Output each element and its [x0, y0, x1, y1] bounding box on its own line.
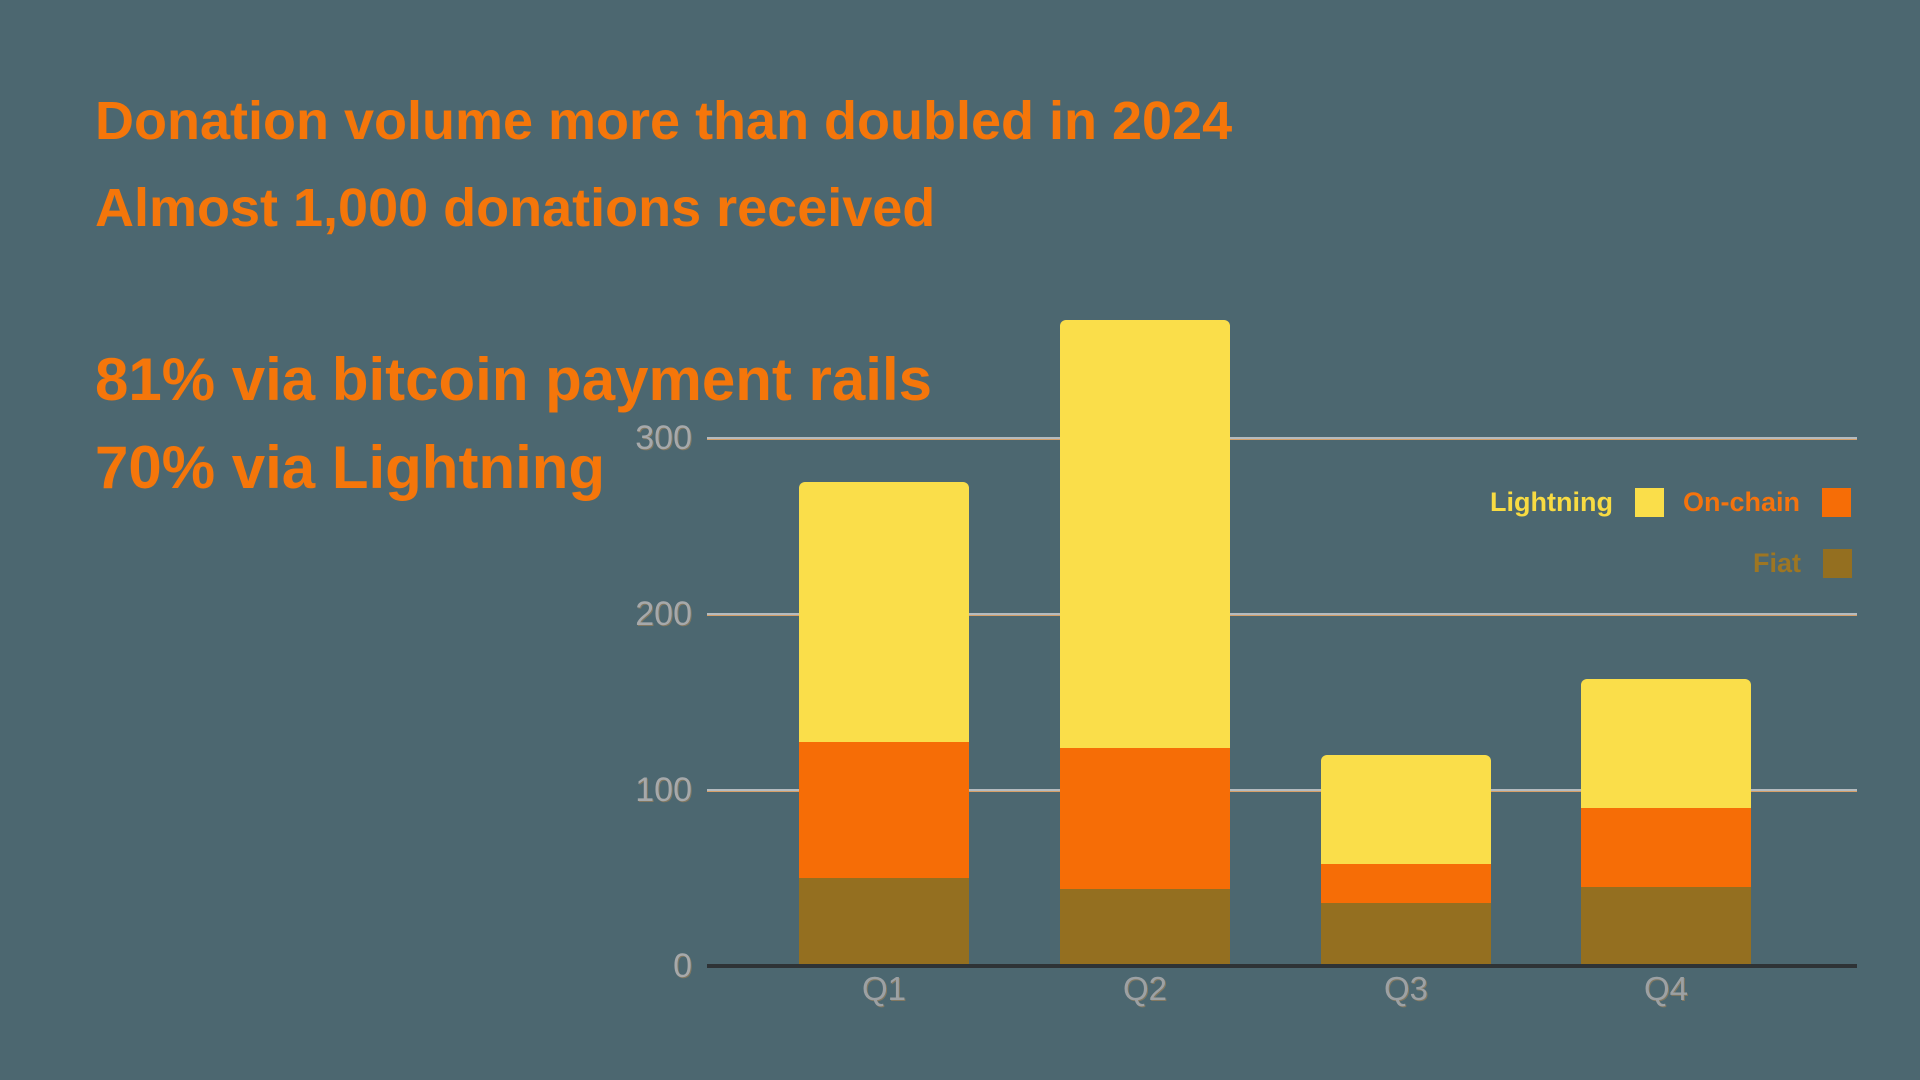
bar-q3-segment-lightning	[1321, 754, 1491, 864]
bar-q1	[799, 482, 969, 966]
bar-q1-segment-onchain	[799, 742, 969, 878]
bar-q2-segment-fiat	[1060, 888, 1230, 966]
bar-q4-segment-onchain	[1581, 807, 1751, 887]
legend-swatch-onchain	[1822, 488, 1851, 517]
gridline-300	[707, 436, 1857, 440]
y-tick-label-100: 100	[635, 771, 692, 809]
bar-q1-segment-fiat	[799, 878, 969, 966]
bar-q2-segment-lightning	[1060, 320, 1230, 748]
bar-q4-segment-fiat	[1581, 886, 1751, 966]
gridline-100	[707, 788, 1857, 792]
legend-item-lightning: Lightning	[1490, 488, 1664, 517]
y-tick-label-200: 200	[635, 595, 692, 633]
x-label-q3: Q3	[1383, 970, 1429, 1007]
y-tick-label-300: 300	[635, 419, 692, 457]
bar-q3	[1321, 754, 1491, 966]
legend-swatch-lightning	[1635, 488, 1664, 517]
headline-subtitle: Almost 1,000 donations received	[95, 178, 936, 238]
bar-q4	[1581, 679, 1751, 966]
legend-label-lightning: Lightning	[1490, 487, 1613, 517]
x-label-q2: Q2	[1122, 970, 1168, 1007]
x-axis-line	[707, 964, 1857, 968]
legend-item-fiat: Fiat	[1753, 549, 1852, 578]
legend-label-fiat: Fiat	[1752, 548, 1801, 578]
bar-q3-segment-fiat	[1321, 902, 1491, 966]
annotation-bitcoin-rails: 81% via bitcoin payment rails	[95, 346, 932, 413]
annotation-lightning-share: 70% via Lightning	[95, 434, 606, 501]
legend-item-onchain: On-chain	[1683, 488, 1851, 517]
legend-swatch-fiat	[1823, 549, 1852, 578]
gridline-200	[707, 612, 1857, 616]
x-label-q1: Q1	[861, 970, 907, 1007]
bar-q1-segment-lightning	[799, 482, 969, 743]
bar-q4-segment-lightning	[1581, 679, 1751, 808]
headline-title: Donation volume more than doubled in 202…	[95, 91, 1233, 151]
x-label-q4: Q4	[1643, 970, 1689, 1007]
bar-q2	[1060, 320, 1230, 966]
y-tick-label-0: 0	[673, 947, 692, 985]
bar-q2-segment-onchain	[1060, 747, 1230, 889]
plot-area	[707, 320, 1857, 968]
bar-q3-segment-onchain	[1321, 863, 1491, 903]
legend-label-onchain: On-chain	[1682, 487, 1800, 517]
